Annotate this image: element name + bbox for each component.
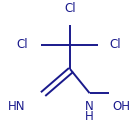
Text: H: H xyxy=(85,110,94,123)
Text: Cl: Cl xyxy=(16,38,28,51)
Text: N: N xyxy=(85,100,94,113)
Text: Cl: Cl xyxy=(64,2,76,15)
Text: Cl: Cl xyxy=(109,38,121,51)
Text: HN: HN xyxy=(8,100,25,113)
Text: OH: OH xyxy=(112,100,130,113)
